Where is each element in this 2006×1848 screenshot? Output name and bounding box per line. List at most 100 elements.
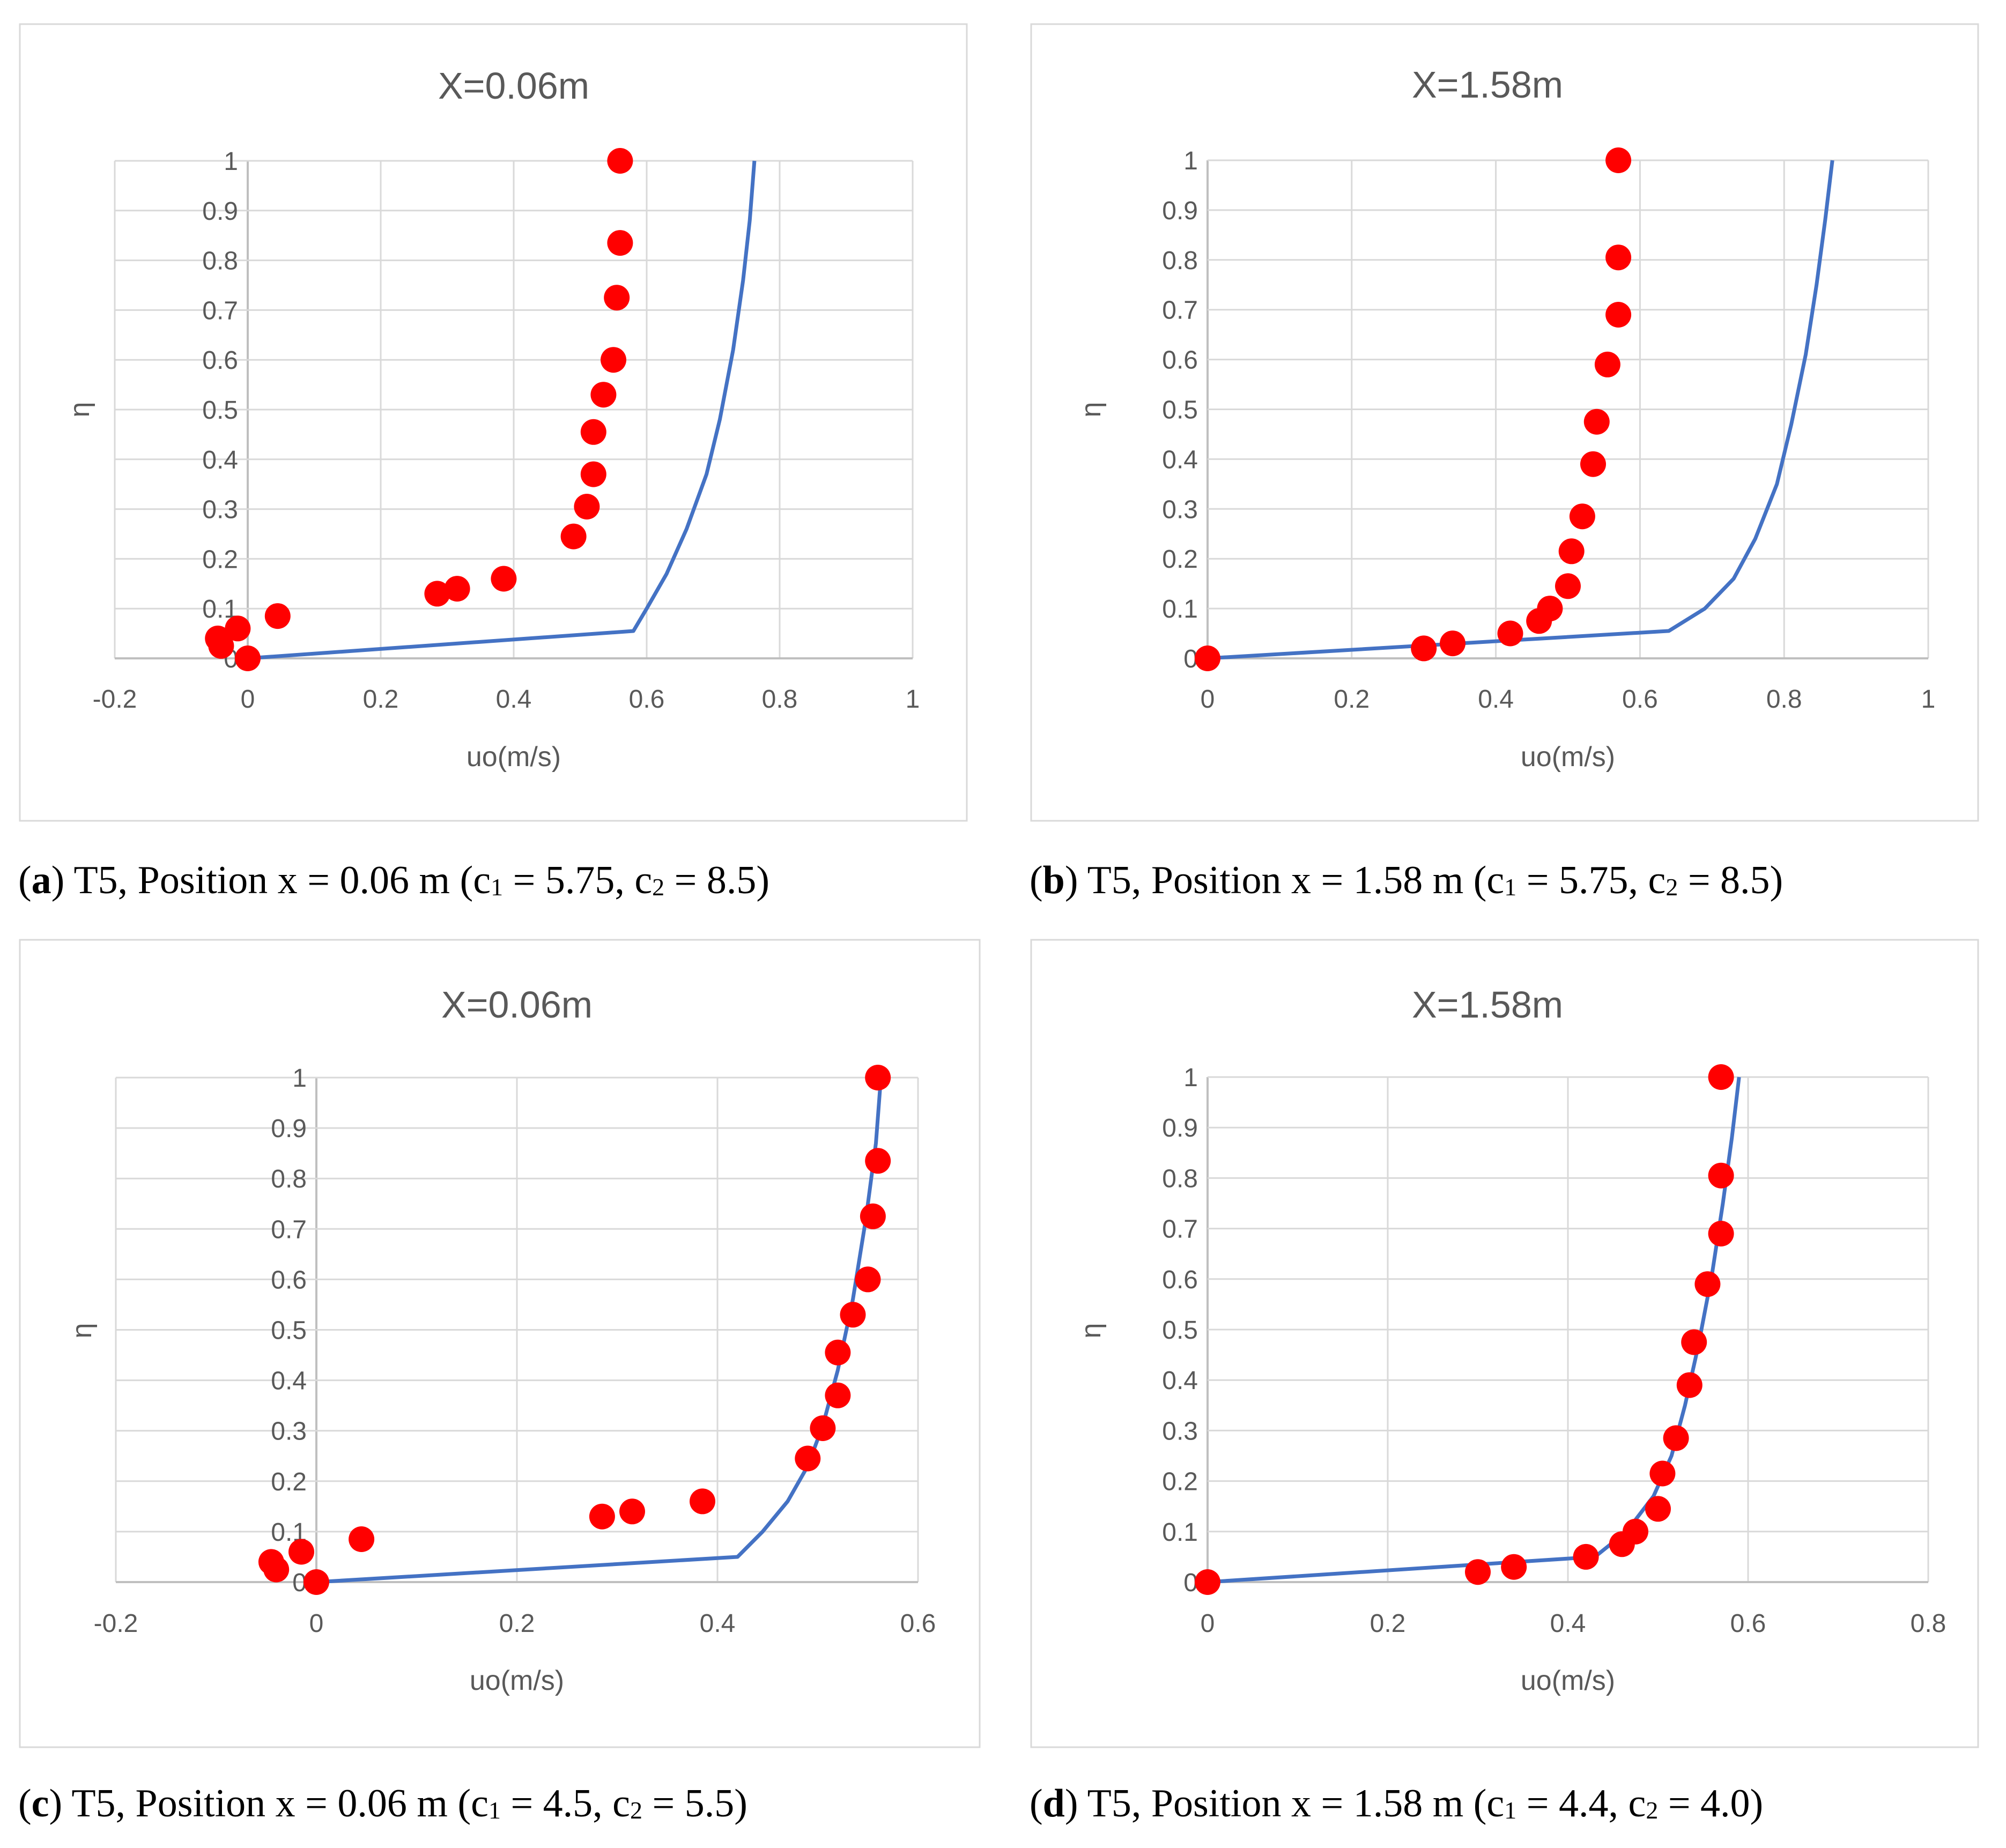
data-point bbox=[1605, 147, 1632, 173]
caption-b-c1: 1 bbox=[1504, 873, 1517, 901]
x-tick-label: 0.4 bbox=[1478, 685, 1514, 714]
caption-d: (d) T5, Position x = 1.58 m (c1 = 4.4, c… bbox=[1030, 1782, 1764, 1825]
caption-b-letter: b bbox=[1042, 858, 1065, 902]
y-tick-label: 0.2 bbox=[1162, 545, 1198, 574]
caption-a-mid: = 5.75, c bbox=[503, 858, 653, 902]
y-tick-label: 0.6 bbox=[1162, 346, 1198, 375]
caption-c: (c) T5, Position x = 0.06 m (c1 = 4.5, c… bbox=[18, 1782, 747, 1825]
data-point bbox=[825, 1339, 851, 1365]
x-tick-label: 0.6 bbox=[1622, 685, 1658, 714]
data-point bbox=[1195, 1569, 1220, 1595]
data-point bbox=[1649, 1460, 1676, 1487]
data-point bbox=[1676, 1372, 1702, 1398]
caption-c-mid: = 4.5, c bbox=[500, 1782, 631, 1825]
data-point bbox=[1708, 1162, 1734, 1189]
data-point bbox=[264, 603, 291, 629]
x-tick-label: 0.2 bbox=[1334, 685, 1370, 714]
caption-b-mid: = 5.75, c bbox=[1516, 858, 1666, 902]
y-tick-label: 1 bbox=[224, 147, 238, 176]
data-point bbox=[607, 148, 633, 174]
data-point bbox=[1681, 1329, 1707, 1355]
data-point bbox=[1594, 351, 1620, 377]
caption-b-end: = 8.5) bbox=[1678, 858, 1783, 902]
y-tick-label: 0.8 bbox=[1162, 247, 1198, 275]
data-point bbox=[1645, 1496, 1671, 1522]
data-point bbox=[1583, 409, 1610, 435]
caption-a-c1: 1 bbox=[491, 873, 504, 901]
y-tick-label: 0.5 bbox=[1162, 396, 1198, 425]
chart-panel-c: X=0.06m -0.2 0 0.2 0.4 0.6 0 0.1 0.2 0.3 0.4 0.5 0.6… bbox=[19, 939, 981, 1748]
caption-c-end: = 5.5) bbox=[642, 1782, 747, 1825]
x-tick-label: 0.6 bbox=[900, 1609, 936, 1638]
data-point bbox=[1569, 503, 1595, 530]
y-tick-label: 0.7 bbox=[1162, 1215, 1198, 1244]
y-tick-label: 0.7 bbox=[1162, 296, 1198, 325]
x-tick-label: 0.2 bbox=[1370, 1609, 1406, 1638]
model-line bbox=[1207, 160, 1834, 660]
x-tick-label: -0.2 bbox=[93, 685, 137, 714]
y-tick-label: 0.9 bbox=[271, 1115, 307, 1143]
data-point bbox=[825, 1382, 851, 1408]
chart-title: X=0.06m bbox=[438, 65, 589, 107]
caption-c-text: T5, Position x = 0.06 m (c bbox=[62, 1782, 488, 1825]
data-point bbox=[1580, 451, 1606, 477]
y-tick-label: 1 bbox=[1183, 147, 1198, 175]
x-tick-label: 1 bbox=[906, 685, 920, 714]
caption-b: (b) T5, Position x = 1.58 m (c1 = 5.75, … bbox=[1030, 858, 1783, 902]
data-point bbox=[860, 1203, 886, 1229]
caption-d-end: = 4.0) bbox=[1658, 1782, 1764, 1825]
data-point bbox=[1465, 1559, 1491, 1585]
x-tick-label: 0 bbox=[1201, 685, 1215, 714]
x-axis-label: uo(m/s) bbox=[1521, 741, 1615, 773]
data-point bbox=[690, 1488, 715, 1515]
chart-c-svg: X=0.06m-0.2 0 0.2 0.4 0.600.10.20.30.40.50.6… bbox=[19, 939, 981, 1748]
data-point bbox=[1605, 302, 1632, 328]
y-tick-label: 0.2 bbox=[202, 545, 238, 574]
y-tick-label: 0.1 bbox=[1162, 1518, 1198, 1547]
data-point bbox=[1195, 645, 1220, 671]
data-point bbox=[580, 461, 606, 487]
x-tick-label: -0.2 bbox=[94, 1609, 138, 1638]
chart-frame bbox=[1030, 939, 1979, 1748]
y-tick-label: 0.6 bbox=[271, 1266, 307, 1294]
chart-frame bbox=[19, 939, 981, 1748]
data-point bbox=[590, 382, 617, 408]
y-tick-label: 0.1 bbox=[1162, 595, 1198, 624]
caption-c-letter: c bbox=[31, 1782, 49, 1825]
y-tick-label: 0.4 bbox=[271, 1367, 307, 1396]
y-tick-label: 0.3 bbox=[1162, 1417, 1198, 1445]
chart-panel-d: X=1.58m 0 0.2 0.4 0.6 0.8 0 0.1 0.2 0.3 0.4 0.5 0.6 0… bbox=[1030, 939, 1979, 1748]
x-tick-label: 0.8 bbox=[1911, 1609, 1946, 1638]
data-point bbox=[1663, 1425, 1689, 1451]
y-axis-label: η bbox=[1076, 402, 1107, 418]
x-axis-label: uo(m/s) bbox=[467, 741, 561, 773]
data-point bbox=[810, 1415, 836, 1441]
caption-a-text: T5, Position x = 0.06 m (c bbox=[64, 858, 491, 902]
y-tick-label: 0.5 bbox=[202, 396, 238, 425]
y-tick-label: 0.4 bbox=[1162, 446, 1198, 474]
data-point bbox=[795, 1445, 821, 1472]
data-point bbox=[1440, 630, 1465, 657]
data-point bbox=[225, 615, 251, 642]
caption-a: (a) T5, Position x = 0.06 m (c1 = 5.75, … bbox=[18, 858, 770, 902]
x-tick-label: 0.2 bbox=[363, 685, 399, 714]
caption-c-c2: 2 bbox=[630, 1797, 643, 1824]
y-tick-label: 0.9 bbox=[1162, 1114, 1198, 1142]
data-point bbox=[1708, 1064, 1734, 1090]
y-tick-label: 1 bbox=[1183, 1064, 1198, 1092]
chart-title: X=1.58m bbox=[1412, 64, 1563, 106]
chart-a-svg: X=0.06m-0.2 0 0.2 0.4 0.6 0.8 100.10.20.30.40.… bbox=[19, 23, 968, 822]
caption-d-mid: = 4.4, c bbox=[1516, 1782, 1646, 1825]
data-point bbox=[1605, 244, 1632, 271]
chart-panel-a: X=0.06m -0.2 0 0.2 0.4 0.6 0.8 1 0 0.1 0.2 0.3 0.4 0.… bbox=[19, 23, 968, 822]
caption-c-c1: 1 bbox=[488, 1797, 501, 1824]
caption-d-letter: d bbox=[1042, 1782, 1065, 1825]
model-line bbox=[247, 160, 757, 660]
data-point bbox=[1526, 608, 1552, 634]
data-point bbox=[208, 633, 234, 659]
x-tick-label: 1 bbox=[1921, 685, 1936, 714]
x-tick-label: 0 bbox=[241, 685, 255, 714]
data-point bbox=[865, 1148, 891, 1174]
